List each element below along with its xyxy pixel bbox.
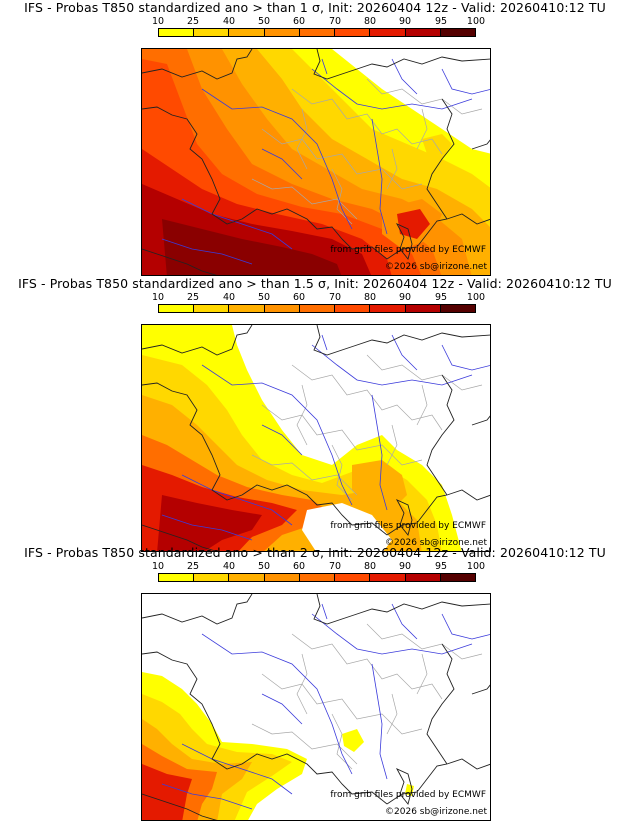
color-bar (158, 304, 476, 313)
scale-label: 40 (222, 561, 236, 572)
swatch-95-100 (440, 574, 475, 581)
swatch-90-95 (405, 574, 441, 581)
scale-label: 95 (434, 561, 448, 572)
swatch-60-70 (299, 29, 336, 36)
color-bar (158, 573, 476, 582)
swatch-10-25 (159, 305, 195, 312)
scale-label: 25 (186, 16, 200, 27)
panel-title: IFS - Probas T850 standardized ano > tha… (18, 276, 612, 291)
scale-label: 70 (328, 561, 342, 572)
color-scale: 10 25 40 50 60 70 80 90 95 100 (152, 16, 485, 39)
credit-source: from grib files provided by ECMWF (330, 245, 486, 255)
map-canvas (142, 594, 490, 820)
scale-label: 60 (292, 561, 306, 572)
swatch-95-100 (440, 305, 475, 312)
swatch-60-70 (299, 574, 336, 581)
swatch-40-50 (229, 574, 265, 581)
swatch-80-90 (370, 574, 406, 581)
panel-title: IFS - Probas T850 standardized ano > tha… (24, 0, 606, 15)
scale-label: 70 (328, 292, 342, 303)
credit-source: from grib files provided by ECMWF (330, 790, 486, 800)
scale-label: 25 (186, 292, 200, 303)
swatch-80-90 (370, 305, 406, 312)
scale-label: 90 (398, 561, 412, 572)
swatch-70-80 (335, 305, 371, 312)
swatch-40-50 (229, 29, 265, 36)
swatch-25-40 (194, 305, 230, 312)
probability-map: from grib files provided by ECMWF ©2026 … (141, 48, 491, 276)
scale-label: 95 (434, 16, 448, 27)
swatch-10-25 (159, 29, 195, 36)
swatch-90-95 (405, 305, 441, 312)
prob-area-east (352, 460, 407, 510)
scale-label: 90 (398, 292, 412, 303)
swatch-25-40 (194, 29, 230, 36)
swatch-80-90 (370, 29, 406, 36)
scale-label: 100 (466, 16, 486, 27)
panel-title: IFS - Probas T850 standardized ano > tha… (24, 545, 606, 560)
probability-map: from grib files provided by ECMWF ©2026 … (141, 324, 491, 552)
map-canvas (142, 325, 490, 551)
scale-label: 50 (257, 292, 271, 303)
prob-area-east-2 (397, 209, 430, 239)
swatch-70-80 (335, 29, 371, 36)
scale-label: 40 (222, 292, 236, 303)
panel-2sigma: IFS - Probas T850 standardized ano > tha… (0, 545, 630, 821)
prob-area-90 (157, 495, 262, 551)
scale-label: 10 (151, 292, 165, 303)
credit-copyright: ©2026 sb@irizone.net (385, 538, 487, 548)
scale-label: 80 (363, 292, 377, 303)
prob-area-80 (142, 764, 192, 820)
scale-label: 40 (222, 16, 236, 27)
scale-label: 90 (398, 16, 412, 27)
swatch-50-60 (264, 305, 300, 312)
swatch-50-60 (264, 29, 300, 36)
scale-label: 100 (466, 292, 486, 303)
scale-label: 60 (292, 292, 306, 303)
panel-1sigma: IFS - Probas T850 standardized ano > tha… (0, 0, 630, 276)
prob-area-east-patch (342, 729, 364, 752)
credit-copyright: ©2026 sb@irizone.net (385, 807, 487, 817)
prob-area-95 (162, 219, 342, 275)
swatch-25-40 (194, 574, 230, 581)
swatch-60-70 (299, 305, 336, 312)
color-scale: 10 25 40 50 60 70 80 90 95 100 (152, 292, 485, 315)
color-scale: 10 25 40 50 60 70 80 90 95 100 (152, 561, 485, 584)
swatch-40-50 (229, 305, 265, 312)
swatch-50-60 (264, 574, 300, 581)
scale-label: 70 (328, 16, 342, 27)
credit-copyright: ©2026 sb@irizone.net (385, 262, 487, 272)
prob-area-white-gap (302, 503, 392, 551)
swatch-70-80 (335, 574, 371, 581)
swatch-95-100 (440, 29, 475, 36)
scale-label: 80 (363, 561, 377, 572)
panel-1-5sigma: IFS - Probas T850 standardized ano > tha… (0, 276, 630, 552)
map-canvas (142, 49, 490, 275)
scale-label: 95 (434, 292, 448, 303)
credit-source: from grib files provided by ECMWF (330, 521, 486, 531)
swatch-90-95 (405, 29, 441, 36)
scale-label: 50 (257, 16, 271, 27)
scale-label: 100 (466, 561, 486, 572)
scale-label: 10 (151, 16, 165, 27)
scale-label: 10 (151, 561, 165, 572)
scale-label: 60 (292, 16, 306, 27)
swatch-10-25 (159, 574, 195, 581)
scale-label: 25 (186, 561, 200, 572)
probability-map: from grib files provided by ECMWF ©2026 … (141, 593, 491, 821)
scale-label: 50 (257, 561, 271, 572)
scale-label: 80 (363, 16, 377, 27)
color-bar (158, 28, 476, 37)
